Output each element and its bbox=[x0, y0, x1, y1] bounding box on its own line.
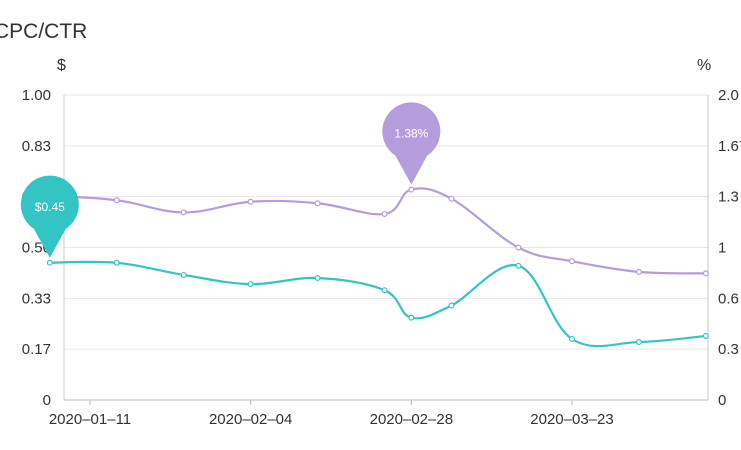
data-point-ctr[interactable] bbox=[408, 186, 415, 193]
data-point-cpc[interactable] bbox=[568, 336, 575, 343]
axes bbox=[63, 95, 709, 401]
right-axis-unit: % bbox=[697, 57, 711, 74]
series-lines bbox=[46, 186, 709, 348]
left-tick-label: 1.00 bbox=[22, 87, 51, 104]
pin-shape bbox=[20, 175, 79, 258]
data-point-ctr[interactable] bbox=[381, 210, 388, 217]
data-point-cpc[interactable] bbox=[113, 259, 120, 266]
right-tick-label: 1.67 bbox=[718, 138, 741, 155]
data-point-ctr[interactable] bbox=[515, 244, 522, 251]
data-point-cpc[interactable] bbox=[247, 281, 254, 288]
data-point-cpc[interactable] bbox=[46, 259, 53, 266]
data-point-ctr[interactable] bbox=[702, 270, 709, 277]
gridlines bbox=[64, 94, 708, 401]
data-point-cpc[interactable] bbox=[180, 271, 187, 278]
data-point-cpc[interactable] bbox=[448, 302, 455, 309]
data-point-ctr[interactable] bbox=[247, 198, 254, 205]
right-tick-label: 1 bbox=[718, 240, 726, 257]
pin-shape bbox=[382, 102, 441, 185]
right-tick-label: 2.0 bbox=[718, 87, 739, 104]
data-point-ctr[interactable] bbox=[180, 209, 187, 216]
right-axis-ticks: 0 0.3 0.6 1 1.3 1.67 2.0 bbox=[718, 87, 741, 409]
data-point-ctr[interactable] bbox=[568, 258, 575, 265]
data-point-ctr[interactable] bbox=[635, 268, 642, 275]
left-tick-label: 0.83 bbox=[22, 138, 51, 155]
right-tick-label: 0 bbox=[718, 392, 726, 409]
data-point-cpc[interactable] bbox=[408, 314, 415, 321]
data-point-cpc[interactable] bbox=[515, 262, 522, 269]
right-tick-label: 1.3 bbox=[718, 189, 739, 206]
value-markers: $0.45 1.38% bbox=[20, 102, 441, 258]
left-tick-label: 0.17 bbox=[22, 341, 51, 358]
chart-title: CPC/CTR bbox=[0, 20, 87, 43]
x-tick-label: 2020–02–28 bbox=[370, 411, 453, 428]
data-point-ctr[interactable] bbox=[448, 195, 455, 202]
data-point-ctr[interactable] bbox=[314, 200, 321, 207]
right-tick-label: 0.6 bbox=[718, 290, 739, 307]
left-tick-label: 0 bbox=[43, 392, 51, 409]
pin-value-label: $0.45 bbox=[35, 200, 65, 214]
series-line-ctr bbox=[49, 187, 706, 275]
value-pin-cpc: $0.45 bbox=[20, 175, 79, 258]
x-tick-label: 2020–03–23 bbox=[530, 411, 613, 428]
data-point-cpc[interactable] bbox=[314, 275, 321, 282]
data-point-ctr[interactable] bbox=[113, 197, 120, 204]
x-tick-label: 2020–02–04 bbox=[209, 411, 292, 428]
x-axis-ticks: 2020–01–11 2020–02–04 2020–02–28 2020–03–23 bbox=[49, 400, 614, 428]
data-point-cpc[interactable] bbox=[381, 287, 388, 294]
left-axis-unit: $ bbox=[57, 57, 66, 74]
left-tick-label: 0.33 bbox=[22, 290, 51, 307]
right-tick-label: 0.3 bbox=[718, 341, 739, 358]
data-point-cpc[interactable] bbox=[702, 332, 709, 339]
value-pin-ctr: 1.38% bbox=[382, 102, 441, 185]
data-point-cpc[interactable] bbox=[635, 339, 642, 346]
series-line-cpc bbox=[49, 260, 706, 348]
pin-value-label: 1.38% bbox=[394, 127, 428, 141]
x-tick-label: 2020–01–11 bbox=[49, 411, 131, 428]
